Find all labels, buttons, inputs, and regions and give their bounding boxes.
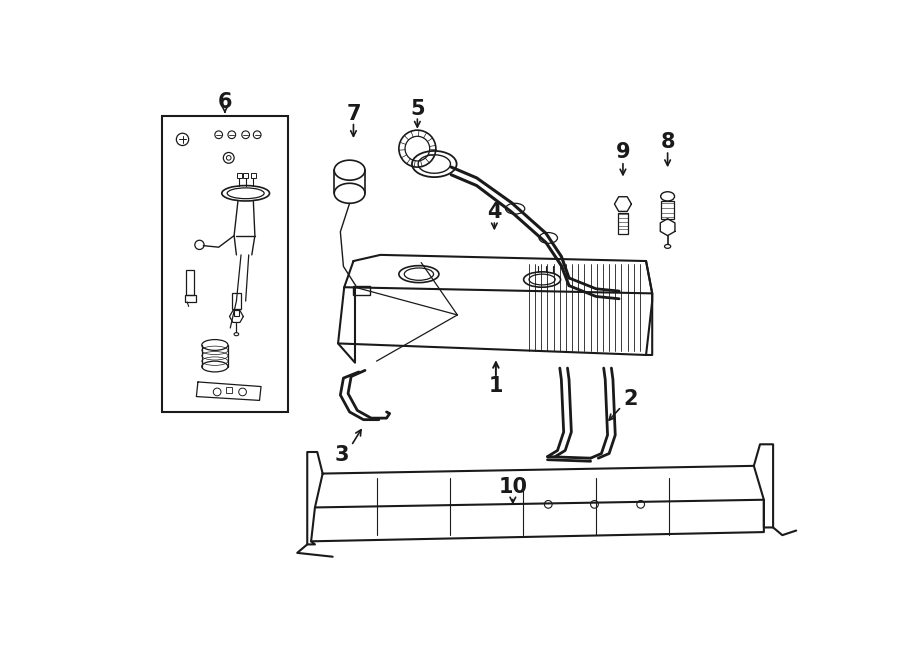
Bar [163, 116, 288, 412]
Bar [617, 213, 628, 234]
Bar [251, 173, 256, 178]
Bar [238, 173, 242, 178]
Bar [353, 286, 370, 295]
Text: 9: 9 [616, 143, 630, 163]
Text: 7: 7 [346, 104, 361, 124]
Text: 1: 1 [489, 376, 503, 396]
Text: 10: 10 [499, 477, 527, 498]
Bar [234, 309, 238, 317]
Text: 6: 6 [218, 93, 232, 112]
Text: 2: 2 [624, 389, 638, 409]
Bar [662, 201, 674, 219]
Bar [226, 387, 232, 393]
Bar [186, 270, 194, 295]
Bar [243, 173, 248, 178]
Text: 4: 4 [487, 202, 501, 221]
Text: 3: 3 [335, 445, 349, 465]
Bar [184, 295, 195, 302]
Text: 8: 8 [661, 132, 675, 153]
Text: 5: 5 [410, 98, 425, 118]
Bar [232, 293, 241, 309]
